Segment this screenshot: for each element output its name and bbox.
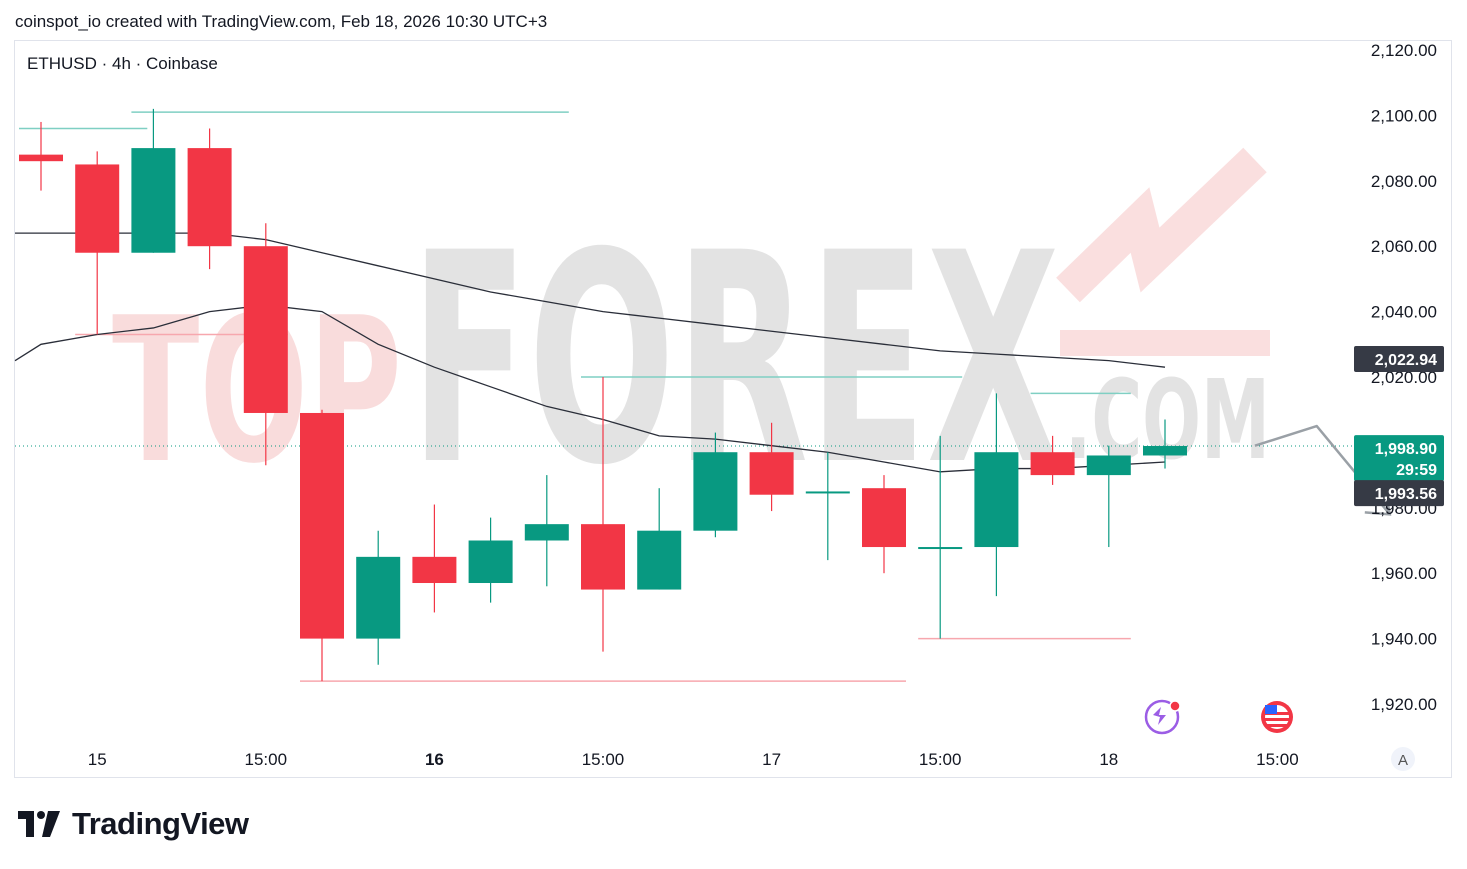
auto-scale-label: A [1398, 752, 1408, 769]
ma-value-label: 2,022.94 [1354, 346, 1444, 373]
candle [693, 432, 738, 538]
candle-body [19, 154, 63, 162]
candle [19, 121, 63, 191]
support-resistance-levels [15, 111, 1352, 682]
candle-body [805, 491, 850, 494]
price-tick-label: 2,120.00 [1371, 41, 1437, 60]
candle-body [131, 148, 176, 253]
candle-body [524, 524, 569, 541]
time-tick-label: 15:00 [582, 750, 625, 769]
tradingview-logo-icon [18, 811, 60, 837]
ma-value-label-box [1354, 346, 1444, 373]
candle-body [637, 530, 682, 590]
candle [300, 409, 344, 682]
time-tick-label: 16 [425, 750, 444, 769]
moving-average-line [15, 232, 1166, 368]
chart-attribution: coinspot_io created with TradingView.com… [15, 12, 548, 31]
candle [75, 151, 120, 335]
candle-body [356, 556, 401, 639]
time-tick-label: 15:00 [919, 750, 962, 769]
price-labels: 2,022.94 1,998.90 29:59 1,993.56 [1354, 346, 1444, 507]
candle-body [1086, 455, 1131, 476]
last-price-label: 1,998.90 29:59 [1354, 435, 1444, 482]
lightning-alert-icon[interactable] [1144, 699, 1181, 735]
price-tick-label: 1,920.00 [1371, 695, 1437, 714]
candle-body [187, 148, 232, 247]
price-tick-label: 1,960.00 [1371, 564, 1437, 583]
candle [468, 517, 513, 603]
time-tick-label: 17 [762, 750, 781, 769]
candle [412, 504, 457, 613]
candle-body [749, 452, 794, 495]
us-flag-icon[interactable] [1261, 701, 1293, 733]
price-tick-label: 2,080.00 [1371, 172, 1437, 191]
candlesticks [19, 108, 1187, 682]
price-tick-label: 2,060.00 [1371, 237, 1437, 256]
time-axis[interactable]: 15 15:00 16 15:00 17 15:00 18 15:00 [88, 750, 1299, 769]
candle-body [412, 556, 457, 584]
candle-body [243, 246, 288, 413]
candle [637, 488, 682, 590]
candle [581, 377, 625, 652]
candle [749, 422, 794, 512]
ma2-value-label-text: 1,993.56 [1375, 486, 1437, 503]
candle-body [918, 547, 963, 550]
candle-body [1143, 445, 1187, 456]
candle-body [1030, 452, 1075, 476]
last-price-label-text: 1,998.90 [1375, 441, 1437, 458]
candle [974, 393, 1019, 597]
moving-averages [14, 232, 1166, 473]
symbol-legend[interactable]: ETHUSD · 4h · Coinbase [27, 54, 218, 73]
auto-scale-toggle[interactable]: A [1391, 747, 1415, 771]
price-tick-label: 2,020.00 [1371, 368, 1437, 387]
candle [243, 223, 288, 466]
ma2-value-label-box [1354, 480, 1444, 507]
candle-body [974, 452, 1019, 548]
moving-average-line [14, 304, 1166, 473]
candle-body [75, 164, 120, 253]
tradingview-wordmark: TradingView [72, 806, 249, 841]
candle [356, 530, 401, 665]
tradingview-logo[interactable]: TradingView [18, 806, 249, 842]
time-tick-label: 15:00 [245, 750, 288, 769]
ma-value-label-text: 2,022.94 [1375, 352, 1437, 369]
candle-body [862, 488, 906, 548]
candle [131, 108, 176, 253]
watermark-underline [1060, 330, 1270, 356]
candle [1143, 419, 1187, 469]
price-tick-label: 2,040.00 [1371, 303, 1437, 322]
chart-icons: A [1144, 699, 1415, 771]
time-tick-label: 15 [88, 750, 107, 769]
last-price-label-box [1354, 435, 1444, 482]
price-tick-label: 2,100.00 [1371, 106, 1437, 125]
candle [187, 128, 232, 270]
candle-body [300, 412, 344, 639]
candle [862, 475, 906, 574]
candle [1086, 445, 1131, 548]
price-tick-label: 1,940.00 [1371, 630, 1437, 649]
candle-body [468, 540, 513, 584]
candle-body [693, 452, 738, 531]
ma2-value-label: 1,993.56 [1354, 480, 1444, 507]
time-tick-label: 15:00 [1256, 750, 1299, 769]
watermark-trend-arrow [1056, 147, 1267, 303]
candle [1030, 435, 1075, 485]
time-tick-label: 18 [1099, 750, 1118, 769]
candle [805, 452, 850, 561]
price-axis[interactable]: 2,120.00 2,100.00 2,080.00 2,060.00 2,040.00… [1371, 41, 1437, 714]
watermark: TOPFOREX.COM [112, 147, 1270, 529]
chart-frame [14, 40, 1452, 778]
candle-body [581, 524, 625, 590]
candle [524, 475, 569, 587]
last-price-label-countdown: 29:59 [1396, 462, 1437, 479]
candle [918, 435, 963, 639]
